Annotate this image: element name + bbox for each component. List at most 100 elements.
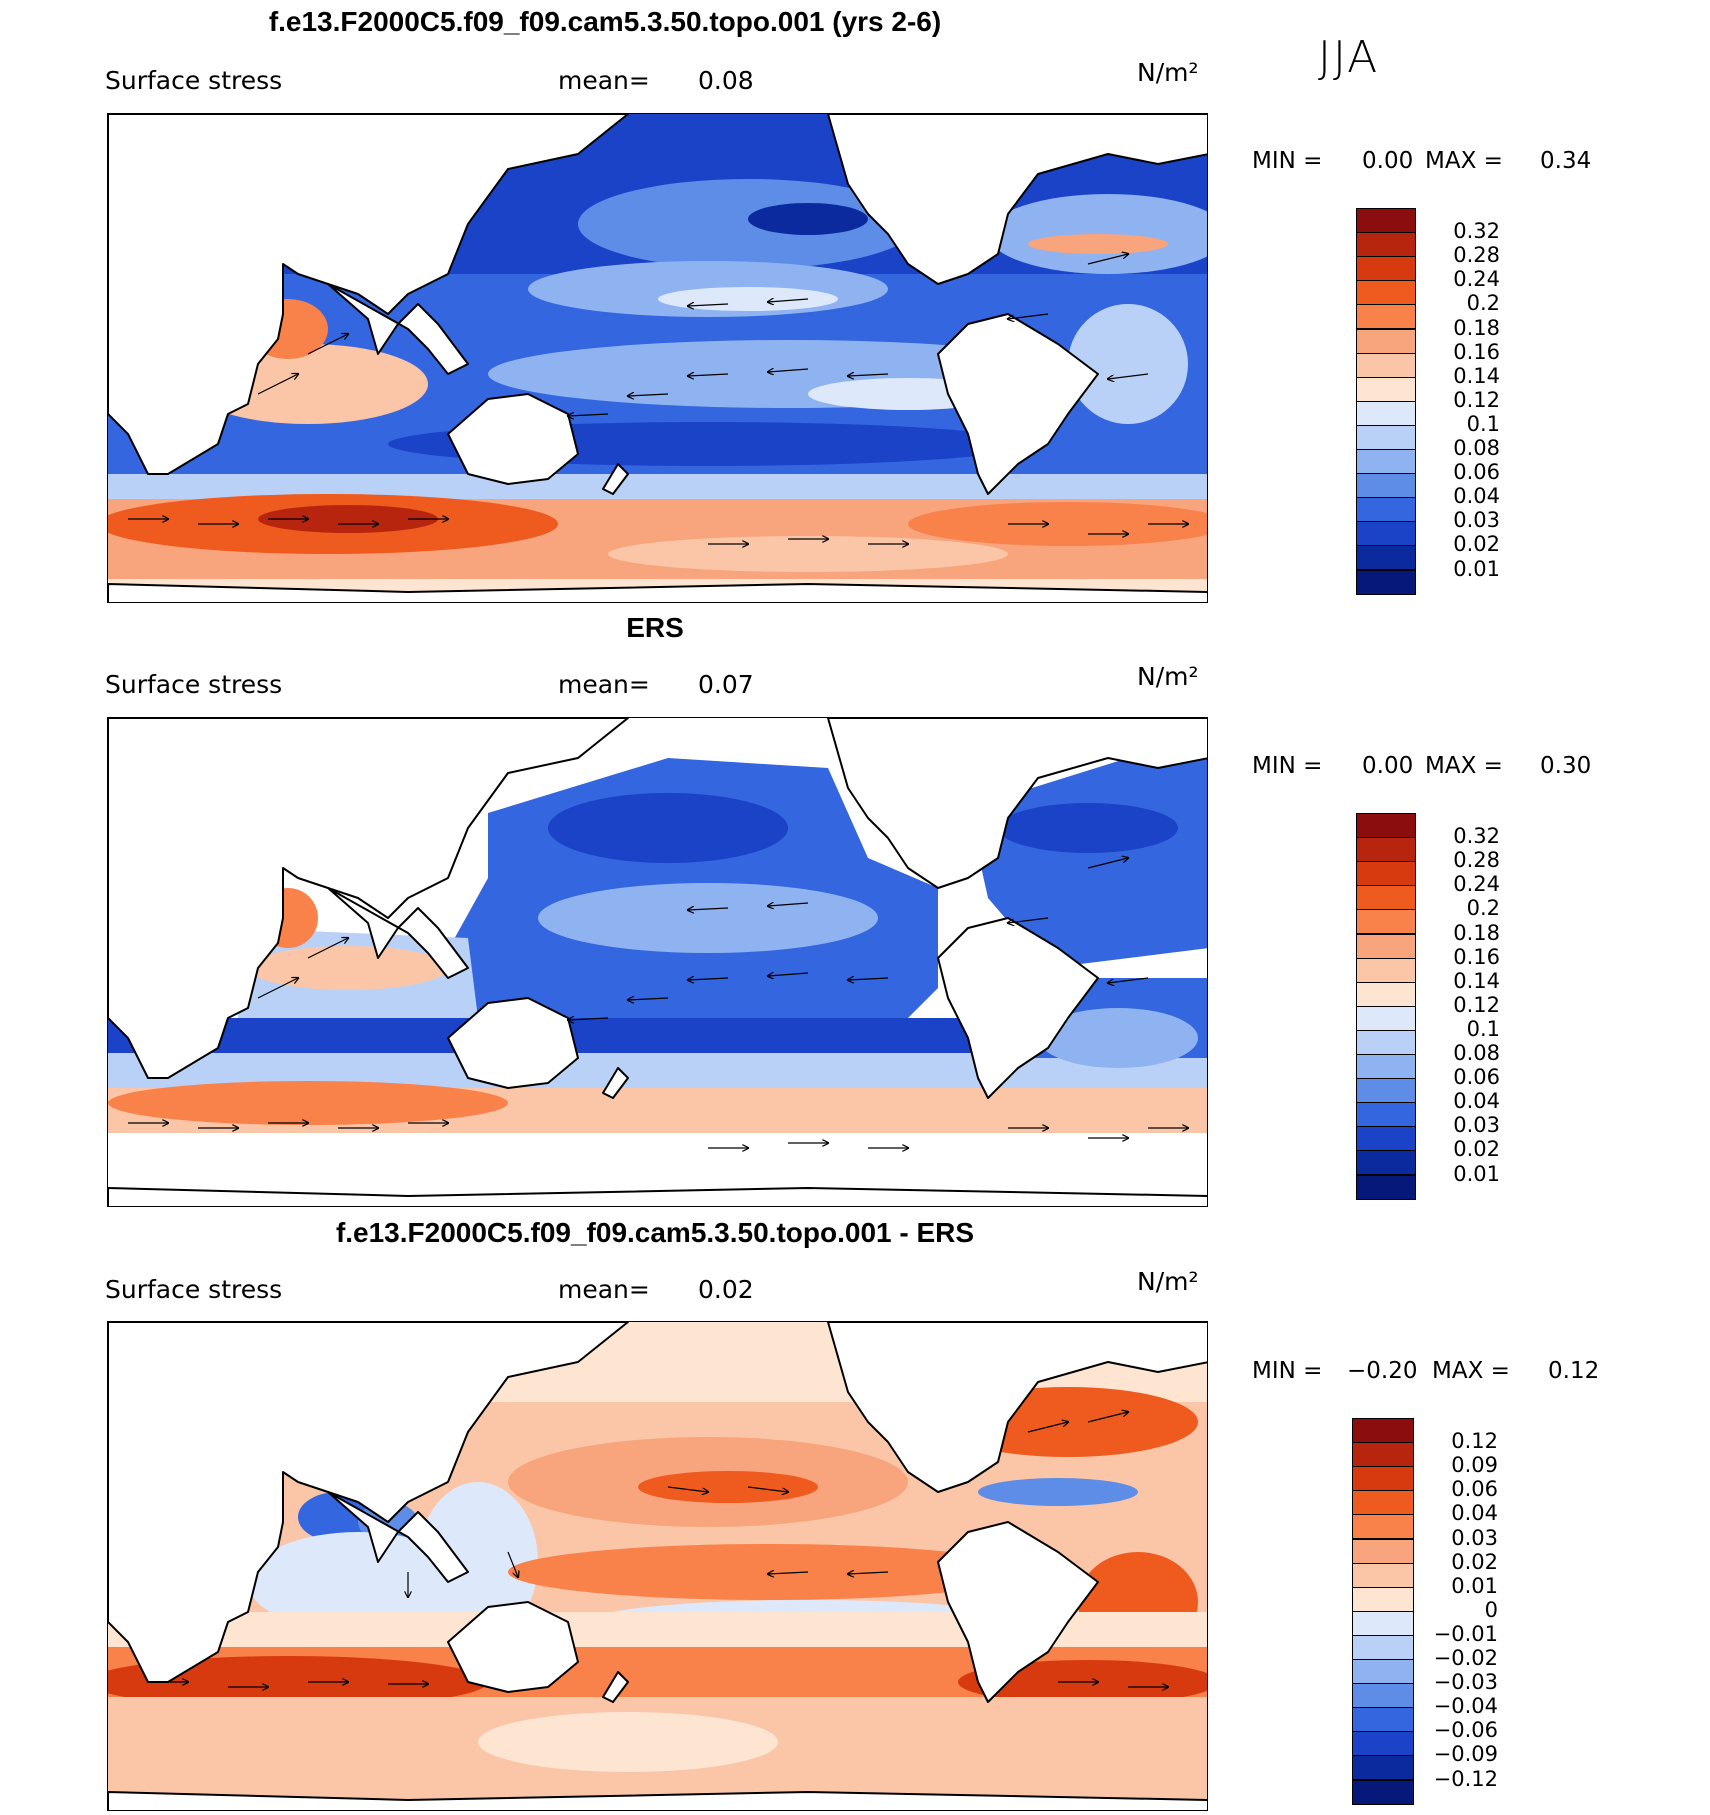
- colorbar-swatch: [1356, 885, 1416, 911]
- colorbar-swatch: [1356, 449, 1416, 475]
- colorbar-swatch: [1356, 376, 1416, 402]
- colorbar-swatch: [1352, 1610, 1414, 1636]
- colorbar-tick-label: 0.28: [1453, 848, 1500, 873]
- colorbar-tick-label: 0.12: [1453, 387, 1500, 412]
- colorbar-swatch: [1356, 497, 1416, 523]
- colorbar-swatch: [1356, 861, 1416, 887]
- panel-2-variable: Surface stress: [105, 670, 283, 699]
- colorbar-tick-label: 0.04: [1453, 1089, 1500, 1114]
- colorbar-swatch: [1356, 1102, 1416, 1128]
- colorbar-swatch: [1352, 1731, 1414, 1757]
- panel-1-mean-value: 0.08: [698, 66, 754, 95]
- colorbar-tick-label: 0.16: [1453, 944, 1500, 969]
- colorbar-swatch: [1352, 1659, 1414, 1685]
- colorbar-tick-label: 0.03: [1451, 1525, 1498, 1550]
- colorbar-tick-label: 0.02: [1453, 1137, 1500, 1162]
- colorbar-swatch: [1356, 1174, 1416, 1200]
- colorbar-tick-label: 0.03: [1453, 1113, 1500, 1138]
- colorbar-tick-label: 0.24: [1453, 267, 1500, 292]
- panel-2-units: N/m²: [1137, 662, 1199, 691]
- colorbar-swatch: [1352, 1490, 1414, 1516]
- colorbar-swatch: [1352, 1755, 1414, 1781]
- colorbar-tick-label: 0.06: [1453, 460, 1500, 485]
- panel-2-min-label: MIN =: [1252, 753, 1323, 779]
- colorbar-tick-label: 0.12: [1453, 992, 1500, 1017]
- panel-3-min-value: −0.20: [1347, 1358, 1418, 1384]
- colorbar-swatch: [1356, 1126, 1416, 1152]
- colorbar-swatch: [1352, 1779, 1414, 1805]
- panel-1-min-label: MIN =: [1252, 148, 1323, 174]
- colorbar-swatch: [1356, 352, 1416, 378]
- colorbar-swatch: [1356, 256, 1416, 282]
- colorbar-swatch: [1352, 1634, 1414, 1660]
- colorbar-swatch: [1356, 1078, 1416, 1104]
- colorbar-swatch: [1356, 545, 1416, 571]
- colorbar-tick-label: −0.06: [1433, 1718, 1498, 1743]
- colorbar-swatch: [1356, 909, 1416, 935]
- panel-2-mean-label: mean=: [558, 670, 650, 699]
- panel-3-variable: Surface stress: [105, 1275, 283, 1304]
- colorbar-swatch: [1356, 473, 1416, 499]
- colorbar-tick-label: 0.2: [1466, 291, 1500, 316]
- colorbar-tick-label: −0.01: [1433, 1621, 1498, 1646]
- colorbar-tick-label: −0.02: [1433, 1646, 1498, 1670]
- colorbar-tick-label: 0.03: [1453, 508, 1500, 533]
- colorbar-tick-label: 0.24: [1453, 872, 1500, 897]
- colorbar-swatch: [1352, 1707, 1414, 1733]
- panel-1-variable: Surface stress: [105, 66, 283, 95]
- colorbar-tick-label: 0.14: [1453, 968, 1500, 993]
- panel-1-max-value: 0.34: [1540, 148, 1592, 174]
- panel-2-map-graphic: [108, 718, 1207, 1206]
- panel-1-map-graphic: [108, 114, 1207, 602]
- colorbar-tick-label: −0.09: [1433, 1742, 1498, 1767]
- colorbar-tick-label: 0.06: [1453, 1065, 1500, 1090]
- panel-1-map: [107, 113, 1208, 603]
- panel-1-min-value: 0.00: [1362, 148, 1414, 174]
- colorbar-tick-label: 0.18: [1453, 920, 1500, 945]
- panel-2-title: ERS: [626, 612, 684, 643]
- colorbar-tick-label: −0.04: [1433, 1694, 1498, 1719]
- colorbar-swatch: [1352, 1442, 1414, 1468]
- panel-2-map: [107, 717, 1208, 1207]
- colorbar-swatch: [1356, 1005, 1416, 1031]
- season-label: JJA: [1318, 32, 1380, 83]
- panel-3-map: [107, 1321, 1208, 1811]
- panel-3-min-label: MIN =: [1252, 1358, 1323, 1384]
- colorbar-tick-label: 0.01: [1453, 556, 1500, 581]
- colorbar-tick-label: 0.09: [1451, 1453, 1498, 1478]
- colorbar-tick-label: 0.1: [1466, 411, 1500, 436]
- colorbar-tick-label: 0.18: [1453, 315, 1500, 340]
- panel-2-mean-value: 0.07: [698, 670, 754, 699]
- colorbar-tick-label: −0.03: [1433, 1670, 1498, 1695]
- colorbar-swatch: [1352, 1418, 1414, 1444]
- colorbar-swatch: [1356, 208, 1416, 234]
- colorbar-tick-label: 0.06: [1451, 1477, 1498, 1502]
- colorbar-tick-label: 0.32: [1453, 824, 1500, 849]
- colorbar-swatch: [1356, 933, 1416, 959]
- colorbar-swatch: [1352, 1514, 1414, 1540]
- colorbar-tick-label: 0.08: [1453, 436, 1500, 460]
- colorbar-swatch: [1356, 328, 1416, 354]
- colorbar-tick-label: 0.14: [1453, 363, 1500, 388]
- colorbar-tick-label: 0.28: [1453, 243, 1500, 268]
- panel-1-units: N/m²: [1137, 58, 1199, 87]
- panel-3-mean-value: 0.02: [698, 1275, 754, 1304]
- colorbar-tick-label: 0.01: [1453, 1161, 1500, 1186]
- colorbar-tick-label: 0.04: [1453, 484, 1500, 509]
- colorbar-swatch: [1352, 1538, 1414, 1564]
- colorbar-swatch: [1356, 304, 1416, 330]
- colorbar-tick-label: 0.02: [1451, 1549, 1498, 1574]
- panel-3-map-graphic: [108, 1322, 1207, 1810]
- panel-3-units: N/m²: [1137, 1267, 1199, 1296]
- colorbar-swatch: [1356, 1029, 1416, 1055]
- colorbar-swatch: [1356, 521, 1416, 547]
- colorbar-swatch: [1356, 400, 1416, 426]
- colorbar-swatch: [1352, 1586, 1414, 1612]
- colorbar-tick-label: 0.1: [1466, 1016, 1500, 1041]
- colorbar-swatch: [1356, 813, 1416, 839]
- colorbar-swatch: [1356, 280, 1416, 306]
- colorbar-tick-label: 0.01: [1451, 1573, 1498, 1598]
- colorbar-tick-label: 0.16: [1453, 339, 1500, 364]
- colorbar-tick-label: 0.08: [1453, 1041, 1500, 1065]
- colorbar-tick-label: 0: [1484, 1597, 1498, 1622]
